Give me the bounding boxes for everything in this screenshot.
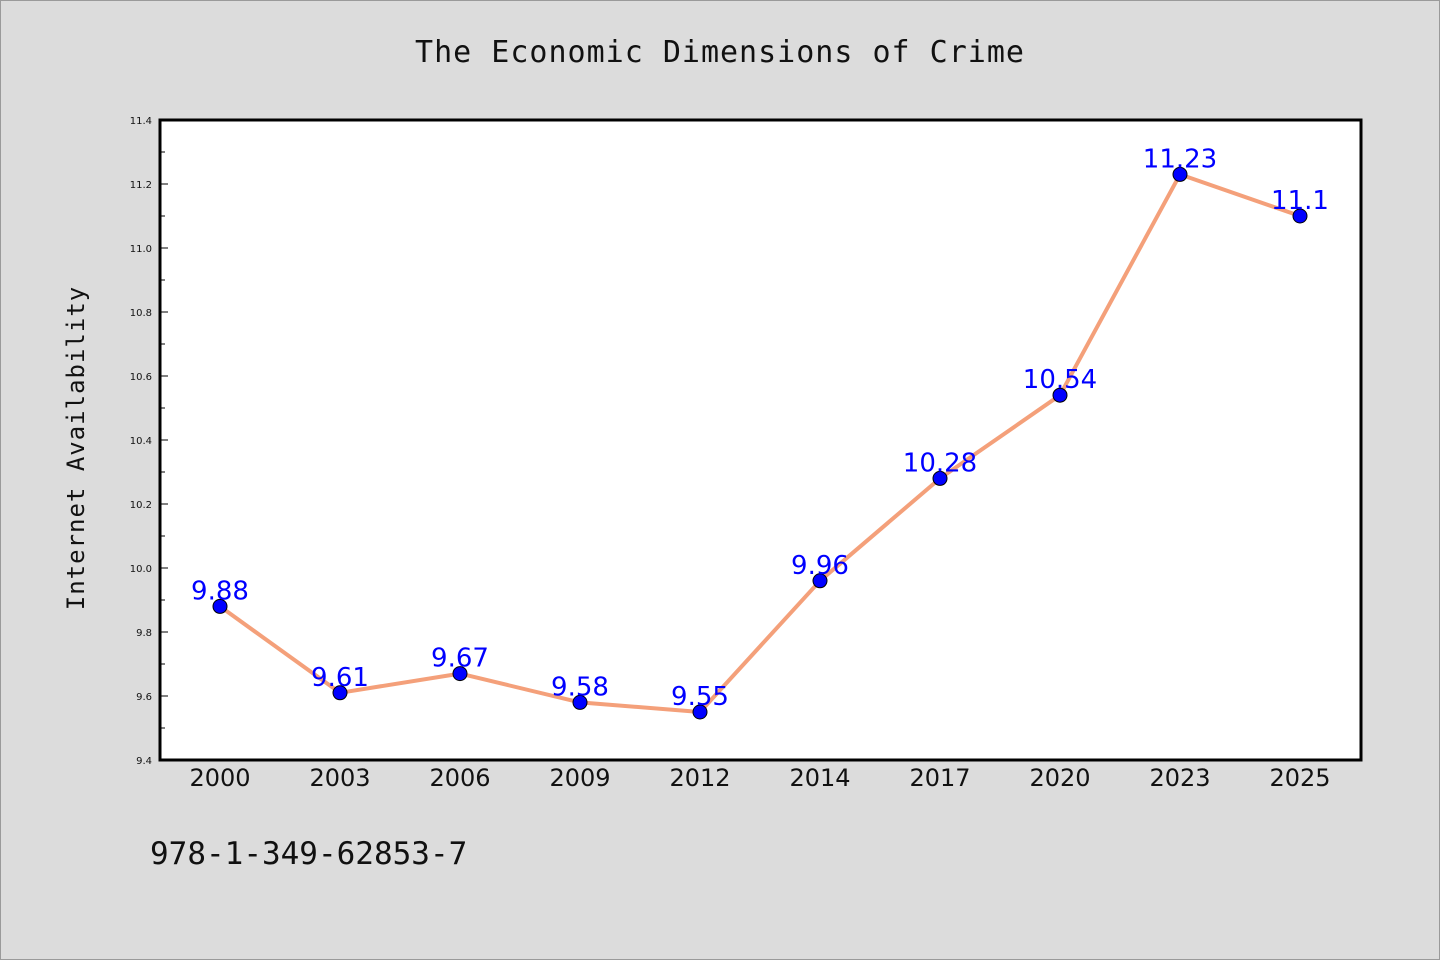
x-tick-label: 2023 (1149, 764, 1210, 792)
plot-area (158, 118, 1363, 762)
chart-title: The Economic Dimensions of Crime (415, 35, 1025, 70)
y-tick-label: 10.2 (130, 500, 152, 511)
data-label: 11.1 (1271, 186, 1329, 216)
x-tick-label: 2017 (909, 764, 970, 792)
x-tick-label: 2020 (1029, 764, 1090, 792)
x-tick-label: 2012 (669, 764, 730, 792)
x-tick-label: 2009 (549, 764, 610, 792)
data-label: 9.58 (551, 672, 609, 702)
data-point (212, 598, 228, 614)
data-label: 9.61 (311, 663, 369, 693)
data-point (332, 685, 348, 701)
x-tick-label: 2003 (309, 764, 370, 792)
x-tick-label: 2006 (429, 764, 490, 792)
y-tick-label: 9.8 (136, 628, 152, 639)
isbn-text: 978-1-349-62853-7 (150, 836, 467, 872)
data-label: 9.96 (791, 551, 849, 581)
y-axis: 9.4 9.6 9.8 10.0 10.2 10.4 10.6 10.8 11.0 11.2 11.… (130, 116, 168, 767)
data-label: 9.55 (671, 682, 729, 712)
data-point (1292, 208, 1308, 224)
y-tick-label: 11.2 (130, 180, 152, 191)
data-point (932, 470, 948, 486)
x-tick-label: 2014 (789, 764, 850, 792)
y-tick-label: 10.8 (130, 308, 152, 319)
data-point (812, 573, 828, 589)
data-label: 10.54 (1023, 365, 1097, 395)
data-label: 11.23 (1143, 144, 1217, 174)
data-label: 9.67 (431, 644, 489, 674)
x-tick-label: 2025 (1269, 764, 1330, 792)
x-axis: 2000 2003 2006 2009 2012 2014 2017 2020 2023 2025 (189, 764, 1330, 792)
x-tick-label: 2000 (189, 764, 250, 792)
y-tick-label: 10.4 (130, 436, 152, 447)
data-labels: 9.88 9.61 9.67 9.58 9.55 9.96 10.28 10.54 11.23 1… (191, 144, 1329, 712)
data-point (1172, 166, 1188, 182)
y-tick-label: 10.0 (130, 564, 152, 575)
y-tick-label: 11.4 (130, 116, 152, 127)
y-tick-label: 9.4 (136, 756, 152, 767)
y-tick-label: 10.6 (130, 372, 152, 383)
series-line (218, 172, 1301, 714)
series-line-group (212, 166, 1308, 720)
y-axis-label: Internet Availability (62, 286, 90, 610)
y-tick-label: 11.0 (130, 244, 152, 255)
data-point (692, 704, 708, 720)
data-point (452, 666, 468, 682)
y-tick-label: 9.6 (136, 692, 152, 703)
data-label: 9.88 (191, 576, 249, 606)
data-point (1052, 387, 1068, 403)
data-point (572, 694, 588, 710)
data-label: 10.28 (903, 448, 977, 478)
